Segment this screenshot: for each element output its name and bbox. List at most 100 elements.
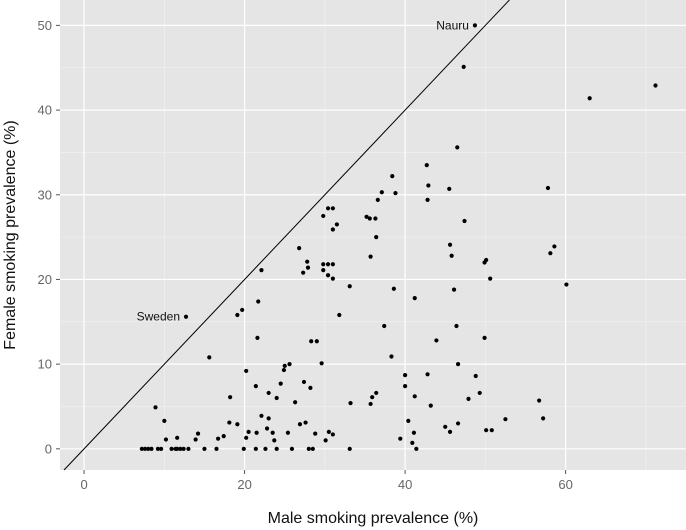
data-point bbox=[274, 395, 279, 401]
y-tick-label: 0 bbox=[45, 441, 52, 456]
data-point bbox=[186, 446, 191, 451]
data-point bbox=[391, 286, 396, 291]
data-point bbox=[425, 372, 430, 377]
data-point bbox=[447, 186, 452, 191]
data-point bbox=[482, 335, 487, 340]
data-point bbox=[153, 405, 158, 410]
data-point bbox=[244, 435, 249, 440]
data-point bbox=[259, 268, 264, 273]
data-point bbox=[159, 446, 164, 451]
data-points bbox=[139, 23, 658, 451]
data-point bbox=[321, 213, 326, 219]
data-point bbox=[325, 273, 331, 278]
data-point bbox=[263, 446, 268, 451]
plot-panel bbox=[60, 0, 686, 470]
data-point bbox=[321, 268, 326, 273]
data-point bbox=[155, 446, 161, 451]
data-point bbox=[303, 420, 308, 425]
data-point bbox=[255, 335, 260, 340]
data-point bbox=[253, 384, 258, 389]
data-point bbox=[264, 426, 270, 431]
x-tick-label: 20 bbox=[237, 477, 251, 492]
data-point bbox=[488, 276, 493, 281]
minor-gridlines bbox=[60, 0, 686, 470]
data-point bbox=[241, 446, 246, 451]
y-tick-label: 50 bbox=[38, 18, 52, 33]
x-axis-title: Male smoking prevalence (%) bbox=[268, 510, 479, 527]
data-point bbox=[221, 434, 226, 439]
data-point bbox=[297, 422, 303, 427]
data-point bbox=[282, 363, 287, 368]
annotation-label: Nauru bbox=[436, 18, 469, 32]
data-point bbox=[368, 401, 373, 407]
data-point bbox=[266, 416, 271, 421]
data-point bbox=[447, 429, 453, 434]
data-point bbox=[289, 446, 295, 451]
data-point bbox=[370, 395, 375, 400]
data-point bbox=[424, 163, 429, 168]
data-point bbox=[227, 420, 232, 425]
x-tick-label: 0 bbox=[80, 477, 87, 492]
data-point bbox=[379, 190, 384, 195]
data-point bbox=[393, 190, 398, 196]
data-point bbox=[293, 400, 298, 405]
data-point bbox=[403, 384, 408, 389]
data-point bbox=[347, 446, 352, 451]
data-point bbox=[406, 418, 411, 423]
data-point bbox=[368, 254, 373, 259]
data-point bbox=[382, 323, 387, 329]
data-point bbox=[364, 214, 369, 219]
data-point bbox=[503, 417, 508, 422]
data-point bbox=[330, 227, 335, 232]
y-tick-label: 10 bbox=[38, 357, 52, 372]
data-point bbox=[412, 295, 417, 301]
data-point bbox=[545, 185, 551, 191]
data-point bbox=[169, 446, 174, 451]
data-point bbox=[334, 222, 339, 227]
major-gridlines bbox=[60, 0, 686, 470]
data-point bbox=[489, 428, 494, 433]
data-point bbox=[181, 446, 186, 451]
y-tick-label: 20 bbox=[38, 272, 52, 287]
x-axis-ticks: 0 20 40 60 bbox=[80, 470, 573, 492]
data-point bbox=[253, 446, 258, 451]
data-point bbox=[411, 430, 417, 435]
data-point bbox=[254, 430, 259, 435]
data-point bbox=[272, 438, 277, 443]
data-point bbox=[403, 373, 408, 378]
data-point bbox=[454, 323, 459, 329]
data-point bbox=[306, 446, 311, 451]
data-point bbox=[195, 431, 201, 436]
data-point bbox=[455, 362, 461, 367]
data-point bbox=[321, 262, 326, 267]
data-point bbox=[301, 379, 307, 385]
annotations: Nauru Sweden bbox=[137, 18, 469, 323]
data-point bbox=[347, 284, 352, 289]
data-point bbox=[367, 216, 372, 221]
y-tick-label: 40 bbox=[38, 103, 52, 118]
data-point bbox=[314, 339, 319, 344]
data-point bbox=[240, 307, 245, 313]
data-point bbox=[552, 244, 557, 249]
data-point bbox=[313, 431, 318, 436]
data-point bbox=[270, 430, 275, 435]
data-point bbox=[305, 265, 311, 270]
data-point bbox=[443, 424, 448, 429]
data-point bbox=[235, 422, 240, 427]
reference-line bbox=[63, 0, 510, 471]
data-point bbox=[537, 398, 542, 403]
data-point bbox=[330, 262, 335, 267]
data-point bbox=[149, 446, 154, 451]
data-point bbox=[202, 446, 207, 451]
data-point bbox=[285, 430, 291, 435]
data-point bbox=[410, 440, 415, 446]
data-point bbox=[374, 235, 379, 240]
data-point bbox=[449, 253, 454, 258]
data-point bbox=[389, 354, 394, 359]
data-point bbox=[193, 437, 198, 442]
data-point bbox=[348, 400, 353, 406]
data-point bbox=[484, 428, 489, 433]
data-point bbox=[414, 446, 419, 451]
data-point bbox=[173, 446, 178, 451]
